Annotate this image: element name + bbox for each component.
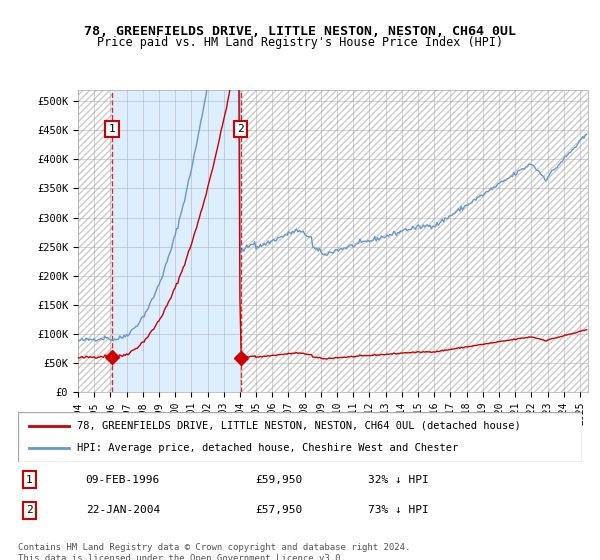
Text: 22-JAN-2004: 22-JAN-2004 <box>86 506 160 516</box>
Text: £59,950: £59,950 <box>255 474 302 484</box>
Bar <box>78 90 112 392</box>
Text: Contains HM Land Registry data © Crown copyright and database right 2024.
This d: Contains HM Land Registry data © Crown c… <box>18 543 410 560</box>
Text: 32% ↓ HPI: 32% ↓ HPI <box>368 474 428 484</box>
Text: HPI: Average price, detached house, Cheshire West and Chester: HPI: Average price, detached house, Ches… <box>77 443 458 453</box>
Bar <box>112 90 241 392</box>
Text: 73% ↓ HPI: 73% ↓ HPI <box>368 506 428 516</box>
Text: 09-FEB-1996: 09-FEB-1996 <box>86 474 160 484</box>
FancyBboxPatch shape <box>18 412 582 462</box>
Text: 1: 1 <box>26 474 32 484</box>
Bar <box>241 90 588 392</box>
Text: 2: 2 <box>238 124 244 134</box>
Text: £57,950: £57,950 <box>255 506 302 516</box>
Text: 2: 2 <box>26 506 32 516</box>
Text: Price paid vs. HM Land Registry's House Price Index (HPI): Price paid vs. HM Land Registry's House … <box>97 36 503 49</box>
Text: 78, GREENFIELDS DRIVE, LITTLE NESTON, NESTON, CH64 0UL (detached house): 78, GREENFIELDS DRIVE, LITTLE NESTON, NE… <box>77 421 521 431</box>
Text: 1: 1 <box>109 124 115 134</box>
Text: 78, GREENFIELDS DRIVE, LITTLE NESTON, NESTON, CH64 0UL: 78, GREENFIELDS DRIVE, LITTLE NESTON, NE… <box>84 25 516 38</box>
